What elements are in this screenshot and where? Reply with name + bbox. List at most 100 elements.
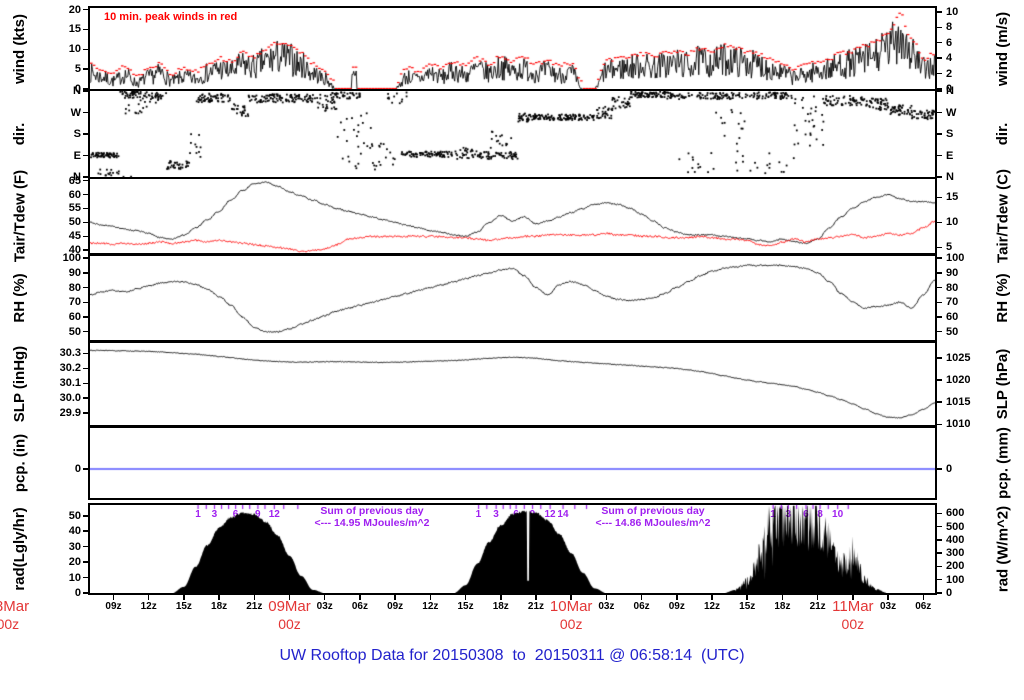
panel-pcp	[88, 426, 937, 500]
tick-label-right: 50	[946, 325, 959, 338]
time-label: 09z	[668, 601, 685, 612]
time-tick	[147, 595, 150, 600]
date-hour-label: 00z	[278, 616, 301, 632]
tick-label-right: 8	[946, 21, 953, 34]
tick-mark-left	[83, 286, 88, 289]
time-label: 09z	[105, 601, 122, 612]
time-tick	[218, 595, 220, 600]
time-tick	[640, 595, 643, 600]
date-label: 08Mar	[0, 598, 30, 615]
tick-mark-right	[937, 41, 942, 44]
time-tick	[887, 595, 889, 600]
tick-label-left: 30	[68, 540, 81, 553]
plot-temp	[90, 179, 935, 253]
tick-mark-left	[83, 249, 88, 251]
tick-mark-right	[937, 133, 942, 135]
time-label: 03z	[598, 601, 615, 612]
tick-mark-left	[83, 207, 88, 210]
time-label: 21z	[809, 601, 826, 612]
time-label: 06z	[351, 601, 368, 612]
tick-label-left: 50	[68, 509, 81, 522]
time-label: 21z	[246, 601, 263, 612]
time-label: 15z	[739, 601, 756, 612]
time-label: 18z	[492, 601, 509, 612]
tick-mark-right	[937, 357, 942, 359]
tick-mark-left	[83, 515, 88, 517]
tick-mark-left	[83, 545, 88, 548]
panel-wind	[88, 6, 937, 91]
tick-label-left: 40	[68, 525, 81, 538]
tick-mark-left	[83, 301, 88, 304]
time-tick	[183, 595, 185, 600]
tick-mark-right	[937, 196, 942, 199]
tick-label-left: 15	[68, 23, 81, 36]
tick-mark-left	[83, 28, 88, 31]
tick-label-right: 70	[946, 296, 959, 309]
time-tick	[323, 595, 326, 600]
tick-mark-left	[83, 592, 88, 594]
tick-label-right: 0	[946, 587, 953, 599]
tick-mark-right	[937, 401, 942, 403]
panel-rh	[88, 254, 937, 342]
time-tick	[359, 595, 361, 600]
plot-pcp	[90, 428, 935, 498]
plot-rad	[90, 505, 935, 593]
tick-mark-left	[83, 316, 88, 318]
tick-mark-left	[83, 257, 88, 259]
tick-label-left: 30.1	[59, 377, 81, 390]
tick-mark-left	[83, 397, 88, 399]
tick-label-left: 50	[68, 325, 81, 338]
time-tick	[464, 595, 467, 600]
tick-label-left: 10	[68, 571, 81, 584]
time-tick	[500, 595, 502, 600]
tick-mark-left	[83, 154, 88, 157]
tick-label-right: 10	[946, 5, 959, 18]
tick-mark-right	[937, 88, 942, 90]
radiation-sum-note-1-line1: Sum of previous day	[320, 505, 424, 517]
tick-mark-right	[937, 423, 942, 425]
time-tick	[253, 595, 256, 600]
time-tick	[288, 595, 291, 600]
time-label: 15z	[457, 601, 474, 612]
time-label: 15z	[175, 601, 192, 612]
tick-mark-left	[83, 382, 88, 384]
tick-label-right: 100	[946, 573, 965, 586]
tick-mark-right	[937, 539, 942, 541]
tick-label-left: 20	[68, 3, 81, 16]
time-tick	[816, 595, 819, 600]
tick-label-left: 60	[68, 188, 81, 201]
tick-mark-left	[83, 193, 88, 196]
tick-label-right: 6	[946, 36, 953, 49]
time-tick	[429, 595, 432, 600]
tick-label-left: 30.3	[59, 347, 81, 360]
tick-mark-right	[937, 379, 942, 381]
axis-label-rad-right: rad (W/m^2)	[994, 505, 1011, 593]
tick-mark-left	[83, 221, 88, 224]
tick-label-left: 10	[68, 43, 81, 56]
wind-peak-note: 10 min. peak winds in red	[104, 11, 238, 23]
tick-mark-right	[937, 512, 942, 515]
time-label: 03z	[879, 601, 897, 612]
plot-dir	[90, 91, 935, 177]
plot-wind	[90, 8, 935, 89]
tick-label-right: 80	[946, 281, 959, 294]
tick-mark-right	[937, 11, 942, 13]
tick-mark-right	[937, 578, 942, 581]
panel-dir	[88, 89, 937, 179]
tick-label-right: 5	[946, 241, 953, 254]
panel-rad: 13691213691214136810	[88, 503, 937, 595]
tick-mark-left	[83, 352, 88, 355]
radiation-sum-note-1-line2: <--- 14.95 MJoules/m^2	[314, 517, 430, 529]
axis-label-rad-left: rad(Lgly/hr)	[11, 507, 28, 591]
tick-mark-left	[83, 179, 88, 182]
tick-label-left: 60	[68, 311, 81, 323]
tick-mark-right	[937, 525, 942, 528]
tick-label-left: N	[73, 85, 81, 97]
radiation-sum-note-1: Sum of previous day <--- 14.95 MJoules/m…	[277, 505, 467, 529]
tick-label-right: 60	[946, 311, 959, 323]
time-tick	[711, 595, 713, 600]
tick-label-right: 10	[946, 216, 959, 229]
tick-label-left: 70	[68, 296, 81, 309]
tick-label-right: N	[946, 85, 954, 97]
